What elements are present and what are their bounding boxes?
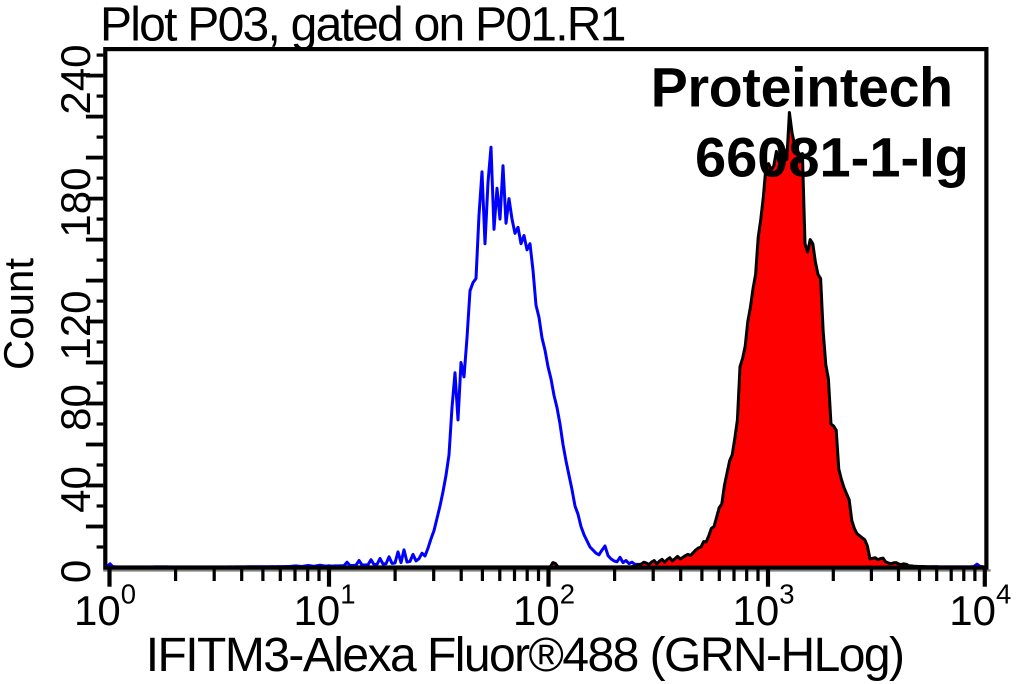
svg-text:102: 102: [513, 578, 575, 634]
svg-text:120: 120: [52, 290, 99, 360]
svg-text:0: 0: [52, 560, 99, 583]
svg-text:180: 180: [52, 168, 99, 238]
svg-text:Proteintech: Proteintech: [651, 56, 953, 118]
svg-text:IFITM3-Alexa Fluor®488 (GRN-HL: IFITM3-Alexa Fluor®488 (GRN-HLog): [146, 629, 904, 682]
svg-text:80: 80: [52, 384, 99, 431]
svg-text:Count: Count: [0, 258, 42, 370]
svg-text:Plot P03, gated on P01.R1: Plot P03, gated on P01.R1: [100, 0, 625, 52]
svg-text:240: 240: [52, 45, 99, 115]
svg-text:66081-1-Ig: 66081-1-Ig: [695, 126, 969, 189]
svg-text:40: 40: [52, 466, 99, 513]
